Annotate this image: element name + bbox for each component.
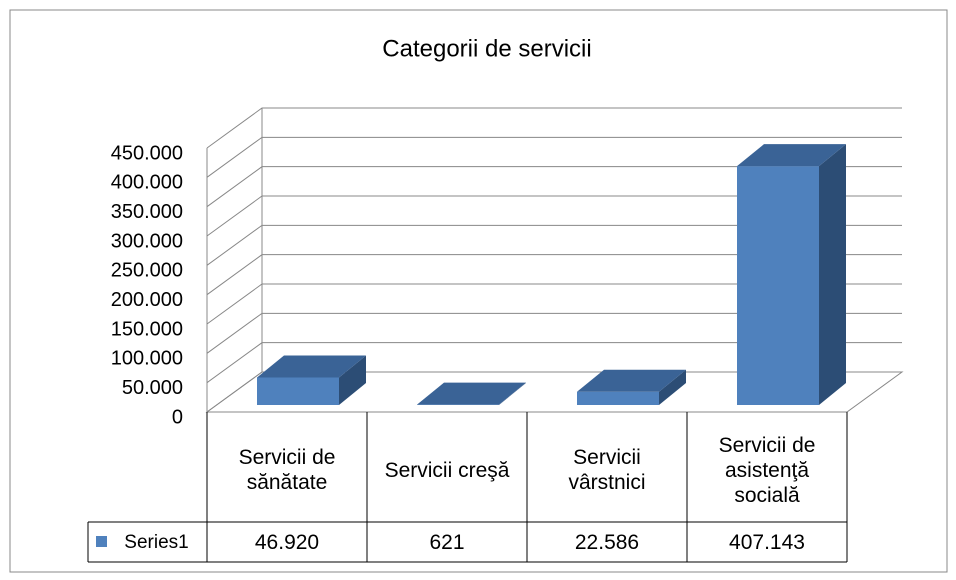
data-table-value: 407.143 <box>729 530 805 554</box>
bar <box>257 355 366 405</box>
bar-top <box>737 144 846 167</box>
grid-line <box>206 195 902 237</box>
bar-side <box>819 144 846 406</box>
bar-front <box>577 391 659 405</box>
legend-key <box>96 536 107 547</box>
y-tick-label: 300.000 <box>111 230 183 252</box>
bar-top <box>257 355 366 378</box>
x-category-label: Servicii creşă <box>384 458 510 482</box>
x-category-label: Servicii de asistenţă socială <box>718 433 816 507</box>
bar-side <box>339 355 366 405</box>
bar-top <box>417 382 526 405</box>
y-tick-label: 350.000 <box>111 201 183 223</box>
y-tick-label: 200.000 <box>111 289 183 311</box>
y-tick-label: 450.000 <box>111 142 183 164</box>
chart-title: Categorii de servicii <box>382 35 591 62</box>
bar-side <box>659 369 686 405</box>
grid-line <box>206 136 902 178</box>
legend-label: Series1 <box>124 531 189 553</box>
x-category-label: Servicii vârstnici <box>568 446 646 494</box>
y-tick-label: 50.000 <box>122 377 183 399</box>
data-table-value: 621 <box>429 530 465 554</box>
y-tick-label: 0 <box>172 406 183 428</box>
grid-line <box>206 342 902 384</box>
grid-line <box>206 107 902 149</box>
grid-line <box>206 224 902 266</box>
y-tick-label: 250.000 <box>111 260 183 282</box>
bar-front <box>257 377 339 405</box>
data-table-value: 22.586 <box>574 530 640 554</box>
grid-line <box>206 312 902 354</box>
grid-line <box>206 283 902 325</box>
bar-front <box>737 166 819 405</box>
x-category-label: Servicii de sănătate <box>238 446 336 494</box>
table-grid <box>87 412 848 563</box>
y-tick-label: 400.000 <box>111 172 183 194</box>
y-tick-label: 100.000 <box>111 348 183 370</box>
grid-line <box>206 166 902 208</box>
grid-line <box>206 254 902 296</box>
bar <box>417 382 526 405</box>
y-tick-label: 150.000 <box>111 318 183 340</box>
grid-line <box>206 371 902 413</box>
bar <box>737 144 846 406</box>
bar <box>577 369 686 405</box>
bar-side <box>499 382 526 405</box>
bar-top <box>577 369 686 392</box>
data-table-value: 46.920 <box>254 530 320 554</box>
